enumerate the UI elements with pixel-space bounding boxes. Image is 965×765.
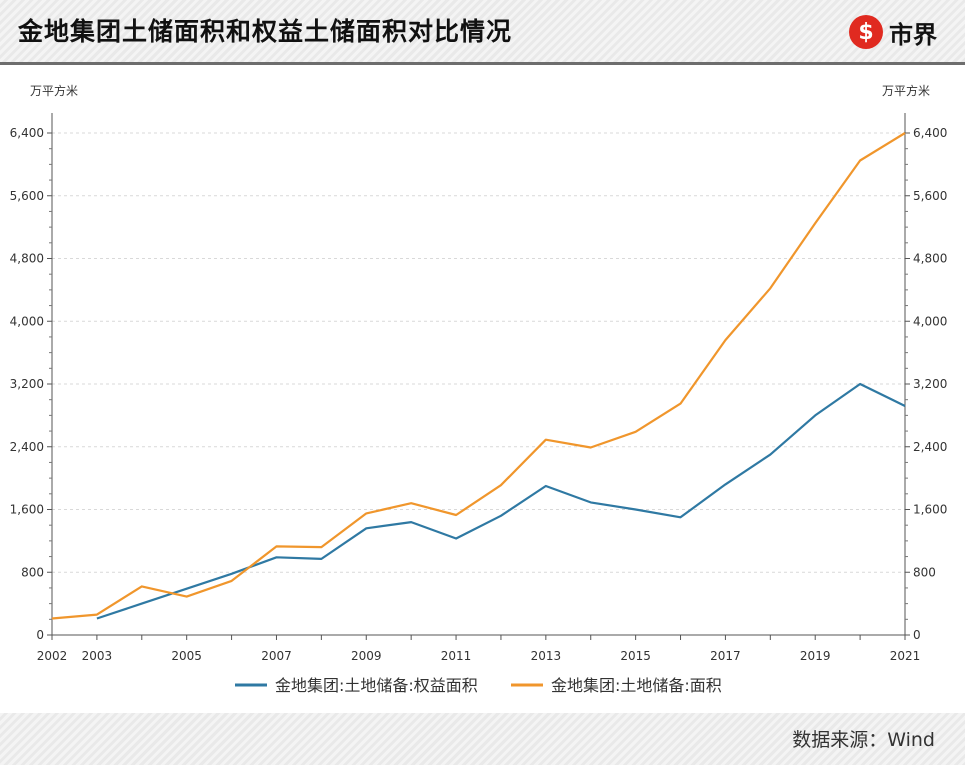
x-tick-label: 2005 [171, 649, 202, 663]
brand-logo: $ 市界 [849, 13, 937, 51]
y-tick-label-left: 2,400 [10, 440, 44, 454]
y-tick-label-right: 1,600 [913, 503, 947, 517]
x-tick-label: 2011 [441, 649, 472, 663]
y-tick-label-left: 5,600 [10, 189, 44, 203]
legend-label-1: 金地集团:土地储备:权益面积 [275, 676, 478, 695]
page-title: 金地集团土储面积和权益土储面积对比情况 [18, 17, 513, 46]
header-divider [0, 62, 965, 65]
dollar-icon: $ [849, 15, 883, 49]
y-tick-label-right: 6,400 [913, 126, 947, 140]
y-tick-label-right: 800 [913, 565, 936, 579]
y-tick-label-right: 5,600 [913, 189, 947, 203]
y-axis-unit-right: 万平方米 [882, 83, 930, 98]
x-tick-label: 2003 [82, 649, 113, 663]
y-tick-label-left: 4,800 [10, 252, 44, 266]
line-chart: 0 0 800 800 1,600 1,600 2,400 2,400 3,200 3,200 4,… [10, 83, 948, 695]
y-tick-label-right: 4,000 [913, 314, 947, 328]
data-source: 数据来源：Wind [792, 729, 935, 751]
x-tick-label: 2002 [37, 649, 68, 663]
y-tick-label-left: 800 [21, 565, 44, 579]
y-tick-label-right: 2,400 [913, 440, 947, 454]
x-tick-label: 2015 [620, 649, 651, 663]
x-tick-label: 2021 [890, 649, 921, 663]
header-bar: 金地集团土储面积和权益土储面积对比情况 $ 市界 [0, 0, 965, 62]
y-tick-label-left: 4,000 [10, 314, 44, 328]
y-tick-label-right: 0 [913, 628, 921, 642]
y-tick-label-left: 3,200 [10, 377, 44, 391]
y-tick-label-left: 0 [36, 628, 44, 642]
x-tick-label: 2017 [710, 649, 741, 663]
y-tick-label-left: 6,400 [10, 126, 44, 140]
x-tick-label: 2007 [261, 649, 292, 663]
series-line-1 [96, 382, 906, 620]
y-tick-label-left: 1,600 [10, 503, 44, 517]
y-tick-label-right: 4,800 [913, 252, 947, 266]
legend-label-2: 金地集团:土地储备:面积 [551, 676, 722, 695]
x-tick-label: 2009 [351, 649, 382, 663]
brand-name: 市界 [889, 20, 937, 49]
x-tick-label: 2019 [800, 649, 831, 663]
y-tick-label-right: 3,200 [913, 377, 947, 391]
y-axis-unit-left: 万平方米 [30, 83, 78, 98]
series-line-2 [51, 132, 906, 620]
x-tick-label: 2013 [531, 649, 562, 663]
footer-bar: 数据来源：Wind [0, 713, 965, 765]
